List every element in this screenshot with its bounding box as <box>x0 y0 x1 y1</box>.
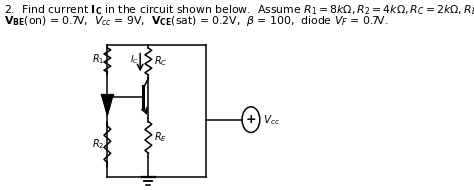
Text: $R_2$: $R_2$ <box>91 137 104 151</box>
Text: +: + <box>246 113 256 126</box>
Polygon shape <box>102 95 113 115</box>
Text: 2.  Find current $\mathbf{I_C}$ in the circuit shown below.  Assume $R_1 = 8k\Om: 2. Find current $\mathbf{I_C}$ in the ci… <box>4 3 474 17</box>
Text: $R_C$: $R_C$ <box>154 55 167 68</box>
Text: $V_{cc}$: $V_{cc}$ <box>263 113 280 127</box>
Text: $I_C$: $I_C$ <box>130 53 139 66</box>
Text: $R_1$: $R_1$ <box>91 53 104 66</box>
Text: $\mathbf{V_{BE}}$(on) = 0.7V,  $V_{cc}$ = 9V,  $\mathbf{V_{CE}}$(sat) = 0.2V,  $: $\mathbf{V_{BE}}$(on) = 0.7V, $V_{cc}$ =… <box>4 14 389 28</box>
Text: $R_E$: $R_E$ <box>154 131 167 144</box>
